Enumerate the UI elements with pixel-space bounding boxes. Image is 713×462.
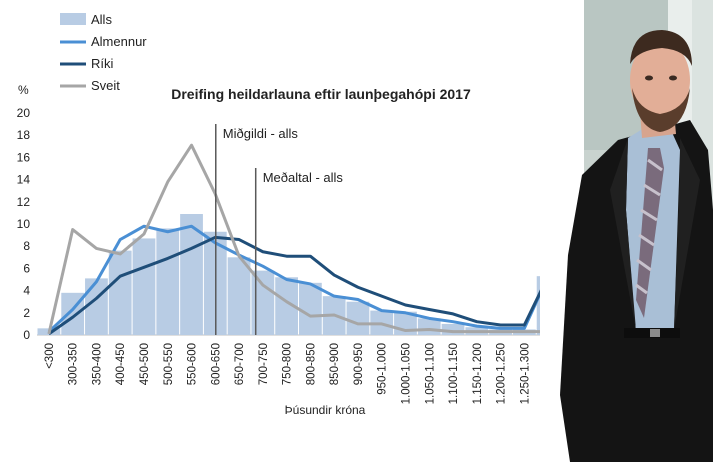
chart-title: Dreifing heildarlauna eftir launþegahópi… (171, 86, 471, 102)
line-almennur (47, 224, 550, 333)
x-tick-label: 300-350 (68, 343, 80, 385)
y-tick-label: 14 (17, 173, 31, 187)
line-sveit (47, 143, 549, 335)
legend-label: Ríki (91, 56, 114, 71)
y-tick-label: 4 (23, 284, 30, 298)
y-tick-label: 2 (23, 306, 30, 320)
annotation-label: Miðgildi - alls (223, 126, 299, 141)
x-tick-label: 1.200-1.250 (496, 343, 508, 404)
bar-alls (156, 228, 180, 335)
bar-alls (346, 301, 370, 335)
x-tick-label: 400-450 (115, 343, 127, 385)
x-tick-label: 900-950 (353, 343, 365, 385)
y-tick-label: 6 (23, 261, 30, 275)
y-tick-label: 0 (23, 328, 30, 342)
x-tick-label: 350-400 (91, 343, 103, 385)
y-tick-label: 12 (17, 195, 31, 209)
x-tick-label: 850-900 (329, 343, 341, 385)
x-tick-label: 950-1.000 (377, 343, 389, 395)
x-tick-label: 600-650 (210, 343, 222, 385)
line-ríki (48, 235, 550, 336)
y-tick-label: 10 (17, 217, 31, 231)
x-tick-label: 650-700 (234, 343, 246, 385)
x-axis-label: Þúsundir króna (285, 403, 366, 417)
bar-alls (251, 270, 275, 335)
chart: 0 2 4 6 8 10 12 14 16 18 20 <300 300-350 350-400 400-4… (17, 12, 560, 417)
x-tick-label: 1.250-1.300 (519, 343, 531, 404)
bar-alls (132, 238, 156, 335)
y-tick-label: 8 (23, 239, 30, 253)
y-tick-label: 16 (17, 150, 31, 164)
person-photo (540, 0, 713, 462)
x-tick-label: <300 (44, 343, 56, 369)
bar-alls (441, 323, 465, 335)
x-tick-label: 750-800 (282, 343, 294, 385)
x-tick-label: 1.050-1.100 (424, 343, 436, 404)
bar-alls (299, 282, 322, 335)
legend-label: Almennur (91, 34, 147, 49)
bar-alls (108, 250, 132, 335)
x-tick-label: 450-500 (139, 343, 151, 385)
x-tick-label: 1.150-1.200 (472, 343, 484, 404)
chart-area: 0 2 4 6 8 10 12 14 16 18 20 <300 300-350 350-400 400-4… (16, 12, 560, 417)
x-tick-label: 500-550 (163, 343, 175, 385)
y-tick-label: 18 (17, 128, 31, 142)
y-axis-label: % (18, 83, 29, 97)
legend-label: Sveit (91, 78, 120, 93)
y-tick-label: 20 (17, 106, 31, 120)
bar-alls (227, 257, 251, 335)
legend-swatch (60, 13, 86, 25)
x-tick-label: 550-600 (187, 343, 199, 385)
bar-alls (275, 277, 298, 335)
x-tick-label: 1.100-1.150 (448, 343, 460, 404)
x-tick-label: 800-850 (305, 343, 317, 385)
legend-label: Alls (91, 12, 112, 27)
x-tick-label: 700-750 (258, 343, 270, 385)
annotation-label: Meðaltal - alls (263, 170, 344, 185)
x-tick-label: 1.000-1.050 (400, 343, 412, 404)
bar-alls (85, 278, 108, 335)
